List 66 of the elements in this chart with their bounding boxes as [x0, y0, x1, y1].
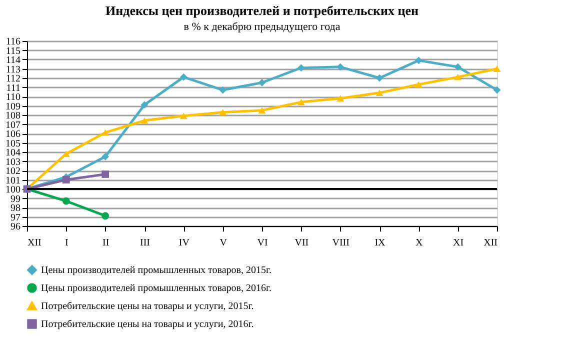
- x-tick-label: XII: [28, 238, 42, 248]
- legend-label: Цены производителей промышленных товаров, 2015г.: [41, 265, 272, 276]
- x-tick-label: IV: [178, 238, 190, 248]
- x-tick-label: II: [102, 238, 110, 248]
- point: [297, 98, 305, 106]
- point: [336, 63, 344, 71]
- y-tick-label: 97: [10, 212, 20, 224]
- chart-subtitle: в % к декабрю предыдущего года: [184, 21, 340, 33]
- point: [414, 56, 422, 64]
- point: [140, 117, 148, 124]
- y-tick-label: 116: [6, 36, 20, 48]
- y-tick-label: 106: [6, 129, 20, 140]
- point: [454, 63, 462, 71]
- y-tick-label: 103: [6, 156, 20, 168]
- y-tick-label: 113: [6, 64, 20, 76]
- x-tick-label: VIII: [332, 238, 350, 248]
- x-tick-label: VII: [294, 238, 309, 248]
- x-tick-label: V: [220, 238, 228, 248]
- point: [454, 74, 462, 80]
- point: [219, 109, 227, 116]
- legend-label: Цены производителей промышленных товаров, 2016г.: [41, 283, 272, 294]
- chart-title: Индексы цен производителей и потребительских цен: [106, 3, 419, 18]
- point: [102, 152, 110, 160]
- point: [414, 81, 422, 88]
- y-tick-label: 102: [6, 166, 20, 177]
- y-tick-label: 100: [6, 184, 20, 196]
- y-tick-label: 101: [6, 175, 20, 186]
- y-tick-label: 111: [6, 82, 20, 94]
- point: [493, 66, 501, 72]
- point: [219, 86, 227, 94]
- point: [493, 86, 501, 94]
- point: [62, 176, 70, 184]
- point: [180, 112, 188, 120]
- y-tick-label: 109: [6, 101, 20, 112]
- y-tick-label: 104: [6, 148, 20, 158]
- x-tick-label: VI: [257, 238, 268, 248]
- point: [102, 212, 110, 220]
- point: [376, 74, 384, 82]
- point: [297, 64, 305, 72]
- point: [62, 197, 70, 205]
- x-tick-label: IX: [374, 238, 386, 248]
- point: [102, 170, 110, 178]
- x-tick-label: I: [64, 238, 68, 248]
- x-tick-label: X: [416, 238, 424, 248]
- x-tick-label: III: [140, 238, 150, 248]
- y-tick-label: 112: [6, 74, 20, 84]
- y-tick-label: 96: [10, 222, 20, 232]
- y-tick-label: 98: [10, 203, 20, 214]
- point: [140, 101, 148, 109]
- legend-label: Потребительские цены на товары и услуги, 2015г.: [41, 301, 254, 312]
- y-tick-label: 99: [10, 194, 20, 205]
- point: [180, 73, 188, 81]
- x-tick-label: XI: [453, 238, 464, 248]
- y-tick-label: 110: [6, 92, 20, 103]
- y-tick-label: 105: [6, 138, 20, 150]
- point: [102, 129, 110, 136]
- y-tick-label: 107: [6, 120, 20, 131]
- legend-label: Потребительские цены на товары и услуги, 2016г.: [41, 319, 254, 330]
- x-tick-label: XII: [484, 238, 498, 248]
- point: [336, 95, 344, 102]
- point: [376, 90, 384, 96]
- y-tick-label: 115: [6, 46, 20, 57]
- point: [258, 78, 266, 86]
- point: [258, 107, 266, 114]
- y-tick-label: 114: [6, 55, 20, 66]
- y-tick-label: 108: [6, 110, 20, 122]
